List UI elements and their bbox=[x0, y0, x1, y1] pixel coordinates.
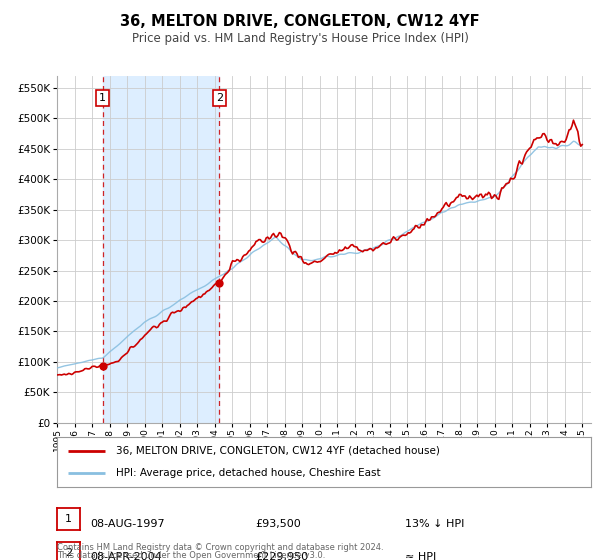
Text: £229,950: £229,950 bbox=[255, 552, 308, 560]
Text: 36, MELTON DRIVE, CONGLETON, CW12 4YF: 36, MELTON DRIVE, CONGLETON, CW12 4YF bbox=[120, 14, 480, 29]
Text: ≈ HPI: ≈ HPI bbox=[405, 552, 436, 560]
Text: 2: 2 bbox=[216, 93, 223, 103]
Text: 1: 1 bbox=[65, 514, 72, 524]
Text: £93,500: £93,500 bbox=[255, 519, 301, 529]
Text: 13% ↓ HPI: 13% ↓ HPI bbox=[405, 519, 464, 529]
Text: 36, MELTON DRIVE, CONGLETON, CW12 4YF (detached house): 36, MELTON DRIVE, CONGLETON, CW12 4YF (d… bbox=[116, 446, 440, 456]
Text: 08-APR-2004: 08-APR-2004 bbox=[90, 552, 162, 560]
Text: 08-AUG-1997: 08-AUG-1997 bbox=[90, 519, 164, 529]
Text: 1: 1 bbox=[99, 93, 106, 103]
Text: 2: 2 bbox=[65, 548, 72, 558]
Bar bbox=[103, 76, 220, 423]
Text: HPI: Average price, detached house, Cheshire East: HPI: Average price, detached house, Ches… bbox=[116, 468, 380, 478]
Text: Contains HM Land Registry data © Crown copyright and database right 2024.: Contains HM Land Registry data © Crown c… bbox=[57, 543, 383, 552]
Text: This data is licensed under the Open Government Licence v3.0.: This data is licensed under the Open Gov… bbox=[57, 551, 325, 560]
Text: Price paid vs. HM Land Registry's House Price Index (HPI): Price paid vs. HM Land Registry's House … bbox=[131, 32, 469, 45]
